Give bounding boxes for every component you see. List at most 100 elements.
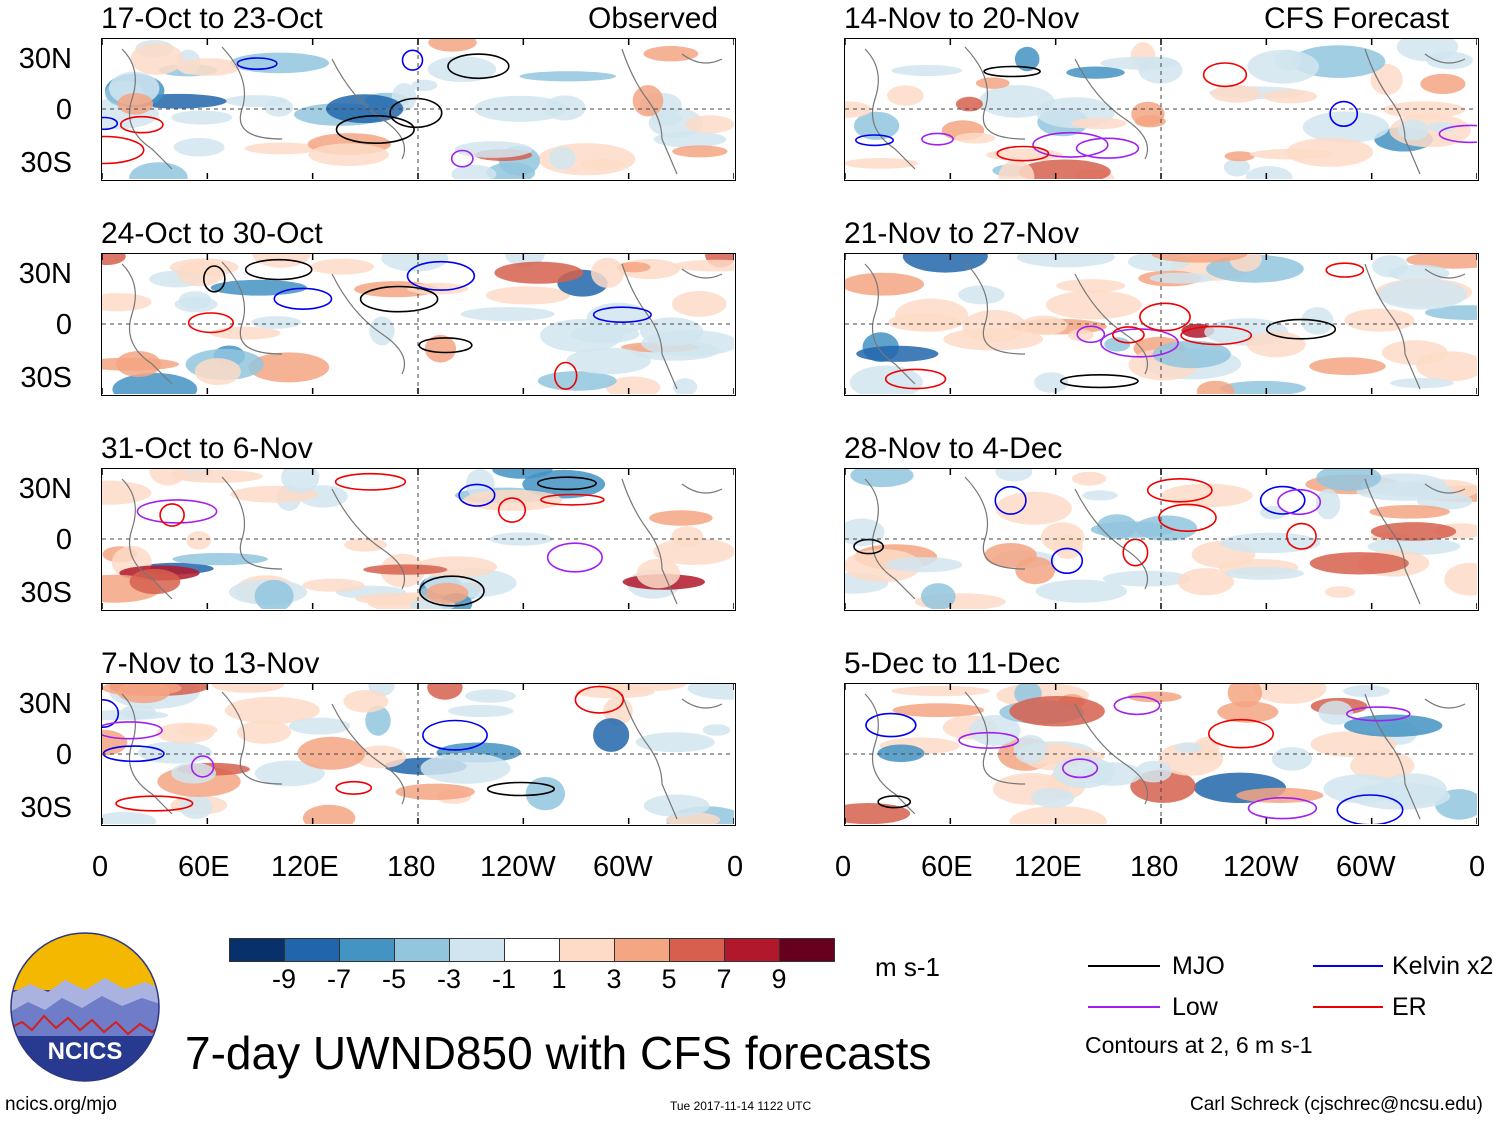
anomaly-shading <box>1378 279 1468 310</box>
anomaly-shading <box>411 79 438 91</box>
anomaly-shading <box>254 579 294 609</box>
anomaly-shading <box>424 334 457 363</box>
forecast-column-header: CFS Forecast <box>1264 2 1450 35</box>
anomaly-shading <box>355 593 430 605</box>
wave-contour <box>1277 488 1322 516</box>
map-panel-fc-2 <box>844 253 1479 396</box>
colorbar <box>229 938 835 962</box>
anomaly-shading <box>1343 685 1390 698</box>
anomaly-shading <box>853 111 900 140</box>
colorbar-tick: 9 <box>771 964 787 994</box>
anomaly-shading <box>891 65 962 76</box>
anomaly-shading <box>1035 579 1128 603</box>
panel-title-fc-1: 14-Nov to 20-Nov <box>844 2 1080 35</box>
anomaly-shading <box>877 744 925 763</box>
coastline <box>864 48 916 170</box>
wave-contour <box>1032 131 1109 158</box>
wave-contour <box>389 97 443 129</box>
anomaly-shading <box>1318 700 1353 725</box>
wave-contour <box>422 719 488 751</box>
wave-contour <box>359 285 439 313</box>
anomaly-shading <box>460 307 555 322</box>
anomaly-shading <box>653 538 734 565</box>
anomaly-shading <box>1104 337 1131 352</box>
wave-contour <box>1336 794 1404 824</box>
x-tick-0-end: 0 <box>1469 851 1486 883</box>
anomaly-shading <box>1390 378 1454 389</box>
y-tick-30s: 30S <box>20 147 72 179</box>
anomaly-shading <box>288 717 350 735</box>
anomaly-shading <box>685 115 734 134</box>
anomaly-shading <box>1152 340 1231 369</box>
y-tick-0: 0 <box>55 524 72 556</box>
anomaly-shading <box>1417 492 1473 510</box>
anomaly-shading <box>845 549 922 583</box>
y-tick-30s: 30S <box>20 792 72 824</box>
anomaly-shading <box>1127 691 1182 703</box>
anomaly-shading <box>425 582 469 604</box>
anomaly-shading <box>605 376 661 394</box>
coastline <box>1424 268 1466 279</box>
anomaly-shading <box>1370 63 1403 96</box>
anomaly-shading <box>310 258 374 275</box>
anomaly-shading <box>427 684 463 700</box>
colorbar-box <box>559 938 615 962</box>
anomaly-shading <box>1014 46 1040 72</box>
anomaly-shading <box>955 132 996 144</box>
anomaly-shading <box>251 316 302 329</box>
anomaly-shading <box>1253 684 1327 704</box>
colorbar-tick: -1 <box>491 964 516 994</box>
wave-contour <box>1207 718 1274 749</box>
anomaly-shading <box>451 164 497 179</box>
anomaly-shading <box>1383 101 1465 119</box>
anomaly-shading <box>248 352 330 383</box>
colorbar-tick: 5 <box>661 964 677 994</box>
coastline <box>681 268 723 279</box>
anomaly-shading <box>575 685 655 699</box>
anomaly-shading <box>244 142 319 155</box>
coastline <box>681 483 723 494</box>
coastline <box>864 263 916 385</box>
anomaly-shading <box>264 98 294 117</box>
wave-contour <box>983 65 1041 78</box>
map-panel-fc-4 <box>844 683 1479 826</box>
anomaly-shading <box>448 704 514 718</box>
colorbar-tick: -3 <box>436 964 461 994</box>
anomaly-shading <box>975 77 1010 89</box>
anomaly-shading <box>892 703 985 718</box>
anomaly-shading <box>978 85 1055 118</box>
wave-contour <box>1113 695 1161 716</box>
anomaly-shading <box>671 526 704 548</box>
anomaly-shading <box>1236 787 1324 803</box>
colorbar-tick: 7 <box>716 964 732 994</box>
wave-contour <box>244 258 313 281</box>
anomaly-shading <box>174 296 218 313</box>
anomaly-shading <box>1224 151 1255 162</box>
wave-contour <box>1325 262 1365 278</box>
wave-contour <box>854 134 895 147</box>
coastline <box>621 478 678 605</box>
wave-contour <box>334 472 407 491</box>
anomaly-shading <box>673 259 734 272</box>
anomaly-shading <box>1131 101 1165 127</box>
wave-contour <box>187 312 235 334</box>
anomaly-shading <box>1100 56 1179 70</box>
coastline <box>681 698 723 709</box>
anomaly-shading <box>1151 254 1247 263</box>
anomaly-shading <box>186 531 212 550</box>
coastline <box>121 48 173 170</box>
wave-contour <box>335 115 415 145</box>
coastline <box>1364 263 1421 390</box>
anomaly-shading <box>1324 586 1356 598</box>
wave-contour <box>1111 326 1145 344</box>
anomaly-shading <box>566 347 651 375</box>
anomaly-shading <box>1372 255 1408 278</box>
anomaly-shading <box>1016 254 1115 268</box>
wave-contour <box>447 53 510 80</box>
logo-text: NCICS <box>48 1038 123 1065</box>
anomaly-shading <box>1316 469 1382 491</box>
wave-contour <box>921 132 954 146</box>
wave-contour <box>1259 485 1306 515</box>
anomaly-shading <box>1068 329 1094 342</box>
panel-title-fc-4: 5-Dec to 11-Dec <box>844 647 1061 680</box>
